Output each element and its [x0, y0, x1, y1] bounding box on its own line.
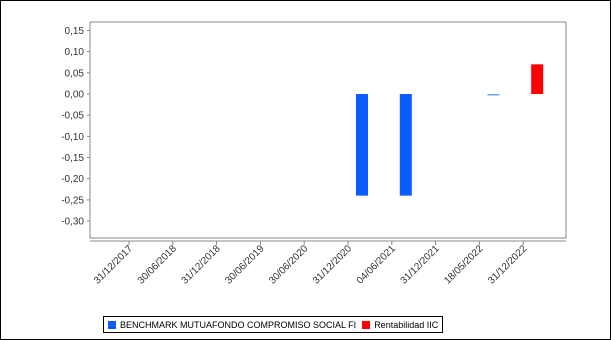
plot-area [89, 21, 567, 239]
legend-label-benchmark: BENCHMARK MUTUAFONDO COMPROMISO SOCIAL F… [120, 319, 357, 330]
x-tick-label: 30/06/2018 [136, 243, 179, 286]
bars-group [356, 64, 544, 196]
y-tick-label: 0,15 [65, 26, 85, 37]
y-tick-label: 0,10 [65, 47, 85, 58]
x-tick-label: 18/05/2022 [442, 243, 485, 286]
x-tick-label: 30/06/2019 [223, 243, 266, 286]
chart-legend: BENCHMARK MUTUAFONDO COMPROMISO SOCIAL F… [103, 316, 444, 333]
x-tick-label: 31/12/2017 [92, 243, 135, 286]
y-tick-label: -0,10 [61, 132, 84, 143]
y-tick-label: -0,30 [61, 217, 84, 228]
x-tick-label: 31/12/2022 [486, 243, 529, 286]
legend-label-rentabilidad: Rentabilidad IIC [374, 319, 439, 330]
y-tick-label: -0,15 [61, 153, 84, 164]
x-axis-ticks: 31/12/2017 30/06/2018 31/12/2018 30/06/2019… [92, 241, 530, 287]
bar-series-0-5 [356, 94, 368, 196]
y-tick-label: -0,25 [61, 195, 84, 206]
x-tick-label: 31/12/2020 [311, 243, 354, 286]
x-tick-label: 31/12/2018 [180, 243, 223, 286]
x-tick-label: 04/06/2021 [355, 243, 398, 286]
y-tick-label: -0,20 [61, 174, 84, 185]
y-axis-ticks: 0,15 0,10 0,05 0,00 -0,05 -0,10 -0,15 -0,20 -0,2… [61, 26, 90, 228]
bar-series-0-8 [487, 94, 500, 96]
legend-item-rentabilidad: Rentabilidad IIC [362, 320, 438, 330]
legend-swatch-benchmark [108, 320, 116, 329]
y-tick-label: 0,00 [65, 90, 85, 101]
x-tick-label: 31/12/2021 [399, 243, 442, 286]
x-tick-label: 30/06/2020 [267, 243, 310, 286]
bar-series-1-9 [531, 64, 544, 94]
legend-swatch-rentabilidad [362, 320, 371, 329]
y-tick-label: 0,05 [65, 68, 85, 79]
bar-series-0-6 [399, 94, 412, 196]
y-tick-label: -0,05 [61, 111, 84, 122]
legend-item-benchmark: BENCHMARK MUTUAFONDO COMPROMISO SOCIAL F… [108, 320, 356, 330]
